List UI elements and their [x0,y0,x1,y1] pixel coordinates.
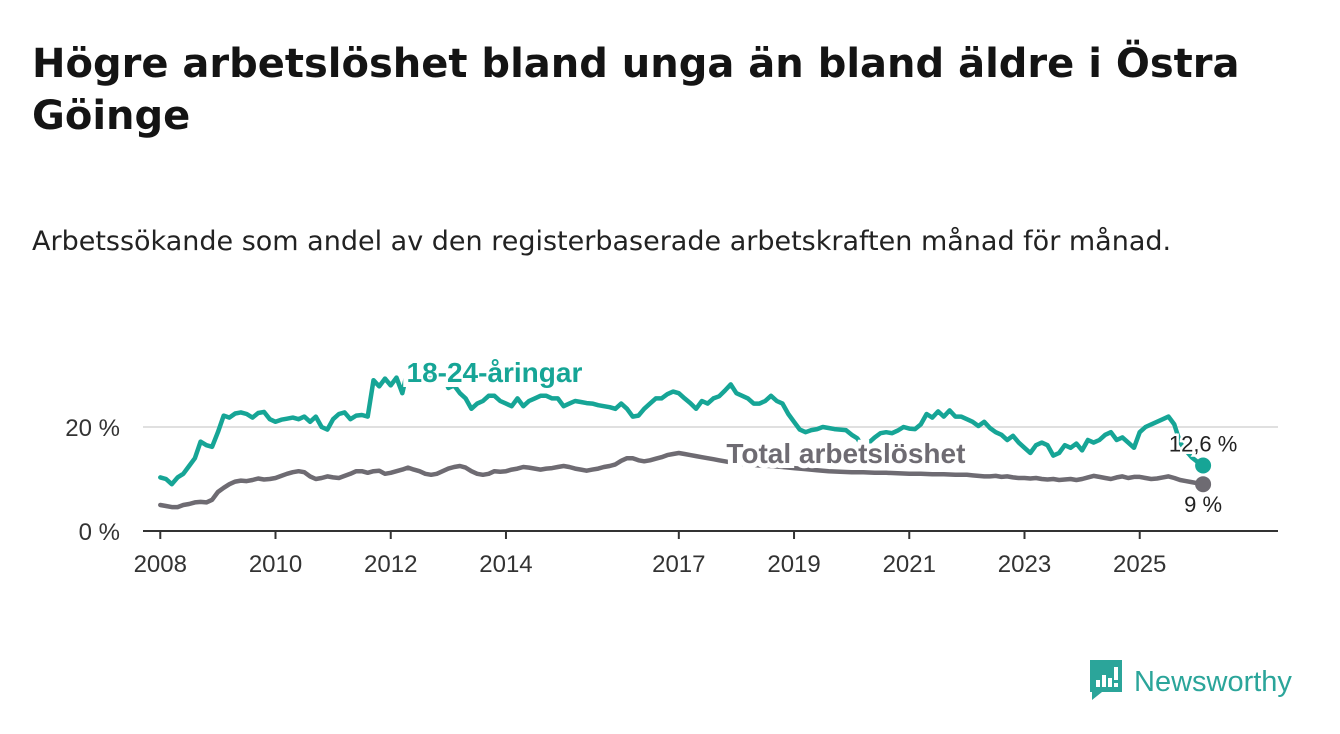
series-lines [158,365,1212,510]
x-tick-label: 2025 [1113,551,1166,578]
newsworthy-logo-icon [1088,658,1124,706]
y-tick-label: 0 % [79,519,120,546]
series-label: 18-24-åringar [407,357,583,388]
x-tick-label: 2023 [998,551,1051,578]
end-point-marker [1195,476,1212,493]
y-tick-label: 20 % [65,415,120,442]
end-value-label: 12,6 % [1169,431,1238,456]
x-tick-label: 2017 [652,551,705,578]
brand-name: Newsworthy [1134,665,1292,698]
series-label: Total arbetslöshet [726,438,965,469]
chart-title: Högre arbetslöshet bland unga än bland ä… [32,41,1240,139]
end-point-marker [1195,457,1212,474]
x-tick-label: 2010 [249,551,302,578]
series-line-youth [158,365,1206,487]
series-line-total [158,450,1206,510]
newsworthy-brand[interactable]: Newsworthy [1088,660,1292,704]
x-tick-label: 2021 [883,551,936,578]
chart-subtitle: Arbetssökande som andel av den registerb… [32,226,1172,257]
x-tick-label: 2014 [479,551,532,578]
x-tick-label: 2008 [134,551,187,578]
gridlines: 0 % 20 % [65,415,1278,546]
x-axis: 2008 2010 2012 2014 2017 2019 2021 2023 2025 [134,530,1278,578]
annotations: 12,6 % 9 % 18-24-åringar Total arbetslöshet [402,352,1240,520]
x-tick-label: 2019 [767,551,820,578]
x-tick-label: 2012 [364,551,417,578]
end-value-label: 9 % [1184,492,1222,517]
